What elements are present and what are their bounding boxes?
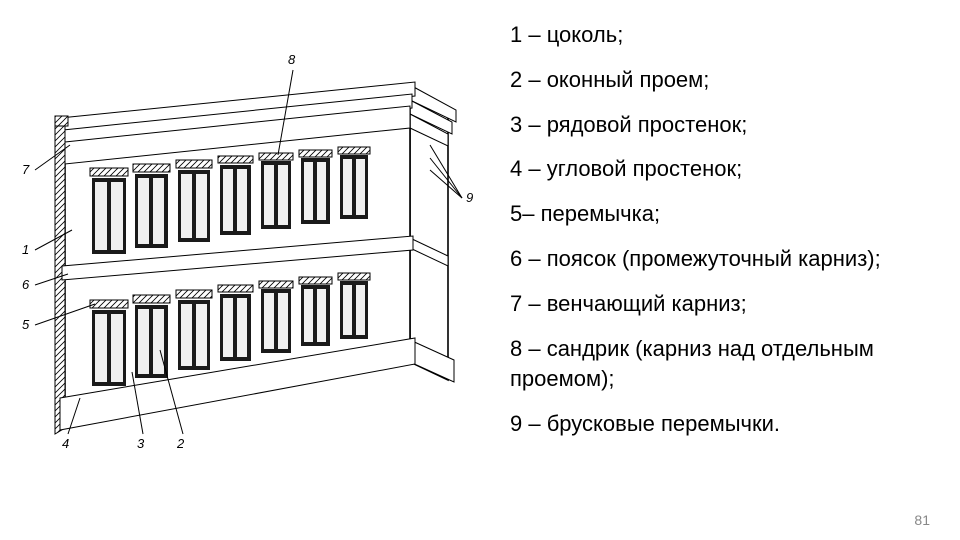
diagram-panel: 7 1 6 5 4 3 2 8: [0, 0, 500, 540]
svg-text:4: 4: [62, 436, 69, 451]
svg-text:8: 8: [288, 52, 296, 67]
legend-item-6: 6 – поясок (промежуточный карниз);: [510, 244, 930, 275]
legend-item-7: 7 – венчающий карниз;: [510, 289, 930, 320]
svg-text:5: 5: [22, 317, 30, 332]
legend-panel: 1 – цоколь; 2 – оконный проем; 3 – рядов…: [500, 0, 960, 540]
svg-text:6: 6: [22, 277, 30, 292]
legend-item-3: 3 – рядовой простенок;: [510, 110, 930, 141]
svg-text:9: 9: [466, 190, 473, 205]
svg-text:1: 1: [22, 242, 29, 257]
svg-text:2: 2: [176, 436, 185, 451]
legend-item-8: 8 – сандрик (карниз над отдельным проемо…: [510, 334, 930, 396]
svg-text:3: 3: [137, 436, 145, 451]
legend-item-9: 9 – брусковые перемычки.: [510, 409, 930, 440]
page-number: 81: [914, 512, 930, 528]
legend-item-5: 5– перемычка;: [510, 199, 930, 230]
legend-item-2: 2 – оконный проем;: [510, 65, 930, 96]
svg-text:7: 7: [22, 162, 30, 177]
legend-item-4: 4 – угловой простенок;: [510, 154, 930, 185]
legend-item-1: 1 – цоколь;: [510, 20, 930, 51]
facade-diagram: 7 1 6 5 4 3 2 8: [10, 30, 490, 460]
